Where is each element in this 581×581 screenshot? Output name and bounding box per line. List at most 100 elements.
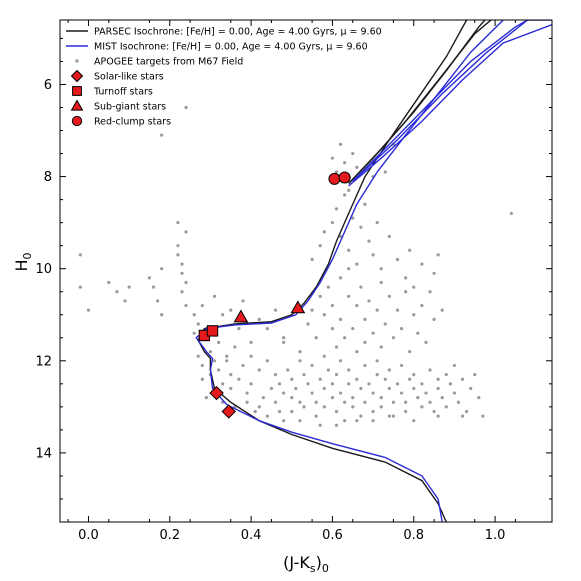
field-star-point (326, 285, 330, 289)
y-axis-label: H0 (12, 252, 34, 271)
field-star-point (298, 400, 302, 404)
legend-item-mist: MIST Isochrone: [Fe/H] = 0.00, Age = 4.0… (66, 42, 368, 53)
field-star-point (318, 244, 322, 248)
field-star-point (395, 308, 400, 312)
field-star-point (290, 396, 294, 400)
legend-item-solar: Solar-like stars (70, 69, 164, 83)
field-star-point (404, 276, 408, 280)
field-star-point (184, 105, 188, 110)
field-star-point (383, 322, 387, 326)
field-star-point (371, 253, 375, 257)
field-star-point (355, 303, 359, 308)
field-star-point (412, 373, 416, 377)
field-star-point (310, 391, 314, 395)
field-star-point (151, 285, 156, 289)
field-star-point (399, 391, 404, 395)
field-star-point (176, 253, 180, 257)
field-star-point (334, 345, 339, 349)
field-star-point (371, 331, 375, 335)
field-star-point (200, 303, 204, 308)
field-star-point (412, 386, 416, 391)
solar-star-marker (221, 404, 236, 419)
field-star-point (347, 382, 351, 386)
field-star-point (298, 419, 302, 423)
field-star-point (334, 409, 339, 414)
field-star-point (363, 340, 367, 344)
field-star-point (383, 377, 387, 381)
redclump-star-marker (328, 172, 341, 185)
parsec-isochrone-line (348, 20, 492, 184)
field-star-point (351, 216, 355, 220)
y-tick-label: 14 (35, 446, 52, 461)
field-star-point (469, 386, 473, 391)
field-star-point (412, 313, 416, 317)
legend-item-redclump: Red-clump stars (71, 115, 171, 128)
field-star-point (460, 414, 465, 418)
field-star-point (387, 234, 391, 239)
field-star-point (420, 382, 424, 386)
field-star-point (212, 359, 217, 363)
field-star-point (237, 377, 241, 381)
field-star-point (444, 405, 448, 409)
field-star-point (355, 165, 359, 169)
legend-item-parsec: PARSEC Isochrone: [Fe/H] = 0.00, Age = 4… (66, 27, 382, 38)
field-star-point (282, 391, 286, 395)
field-star-point (375, 221, 379, 225)
legend-swatch-triangle (70, 99, 84, 111)
field-star-point (432, 271, 436, 275)
field-star-point (306, 382, 310, 386)
field-star-point (347, 188, 351, 193)
field-star-point (249, 382, 253, 386)
field-star-point (318, 377, 322, 381)
field-star-point (509, 211, 513, 216)
mist-isochrone-line (348, 23, 552, 187)
field-star-point (338, 359, 343, 363)
field-star-point (265, 326, 269, 331)
field-star-point (322, 386, 326, 391)
field-star-point (416, 331, 420, 335)
field-star-point (412, 419, 416, 423)
field-star-point (465, 409, 469, 414)
field-star-point (160, 133, 164, 137)
field-star-point (428, 290, 432, 294)
field-star-point (355, 377, 359, 381)
field-star-point (399, 326, 404, 331)
field-star-point (192, 331, 196, 335)
mist-isochrone-line (352, 20, 552, 182)
field-star-point (444, 373, 448, 377)
field-star-point (290, 409, 294, 414)
field-star-point (322, 313, 326, 317)
x-tick-label: 1.0 (485, 528, 506, 543)
field-star-point (379, 267, 383, 271)
field-star-point (371, 419, 375, 423)
legend-swatch-circle (71, 115, 83, 127)
x-tick-label: 0.4 (241, 528, 262, 543)
field-star-point (387, 386, 391, 391)
field-star-point (310, 308, 314, 312)
field-star-point (200, 377, 204, 381)
field-star-point (436, 386, 440, 391)
field-star-point (286, 368, 290, 372)
x-tick-label: 0.8 (403, 528, 424, 543)
field-star-point (282, 336, 286, 340)
field-star-point (290, 377, 294, 381)
field-star-point (359, 225, 363, 229)
field-star-point (363, 317, 367, 321)
legend-item-subgiant: Sub-giant stars (70, 99, 166, 113)
field-star-point (359, 285, 363, 289)
field-star-point (460, 377, 465, 381)
field-star-point (249, 340, 253, 344)
field-star-point (204, 396, 208, 400)
field-star-point (155, 299, 160, 303)
field-star-point (375, 308, 379, 312)
field-star-point (420, 405, 424, 409)
field-star-point (379, 345, 383, 349)
field-star-point (277, 382, 282, 386)
field-star-point (322, 354, 326, 358)
field-star-point (416, 396, 420, 400)
field-star-point (371, 409, 375, 414)
field-star-point (334, 207, 339, 211)
field-star-point (452, 391, 457, 395)
field-star-point (160, 313, 164, 317)
field-star-point (314, 400, 318, 404)
